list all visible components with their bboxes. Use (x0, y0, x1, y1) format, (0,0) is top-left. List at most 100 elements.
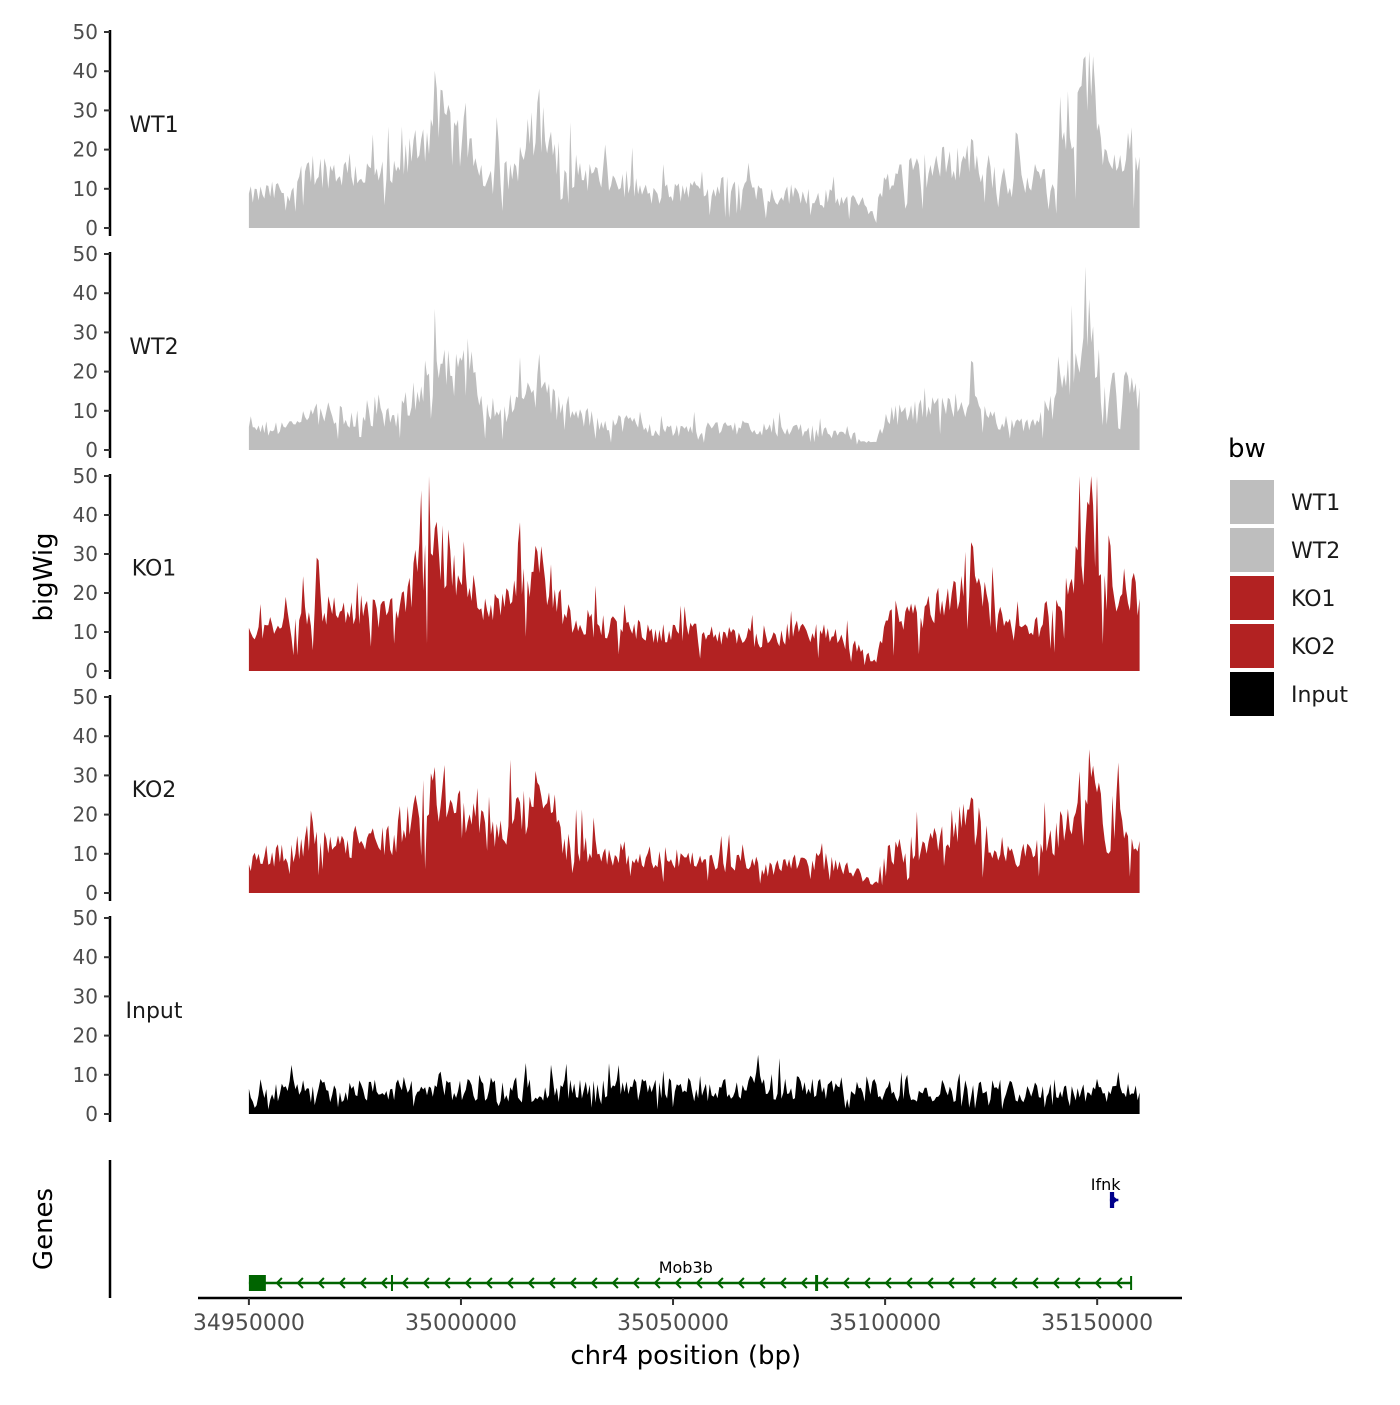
y-tick-label: 50 (73, 906, 98, 930)
coverage-area-WT2 (248, 266, 1140, 450)
track-label-WT1: WT1 (129, 113, 178, 138)
gene-label-Mob3b: Mob3b (659, 1258, 713, 1277)
legend-swatch-WT2 (1230, 528, 1274, 572)
y-tick-label: 10 (73, 620, 98, 644)
strand-arrow-Mob3b (380, 1277, 388, 1289)
strand-arrow-Mob3b (1094, 1277, 1102, 1289)
x-tick-label: 35150000 (1041, 1311, 1153, 1336)
strand-arrow-Mob3b (1073, 1277, 1081, 1289)
legend-swatch-KO1 (1230, 576, 1274, 620)
y-tick-label: 30 (73, 98, 98, 122)
y-tick-label: 20 (73, 803, 98, 827)
x-tick-label: 35050000 (617, 1311, 729, 1336)
strand-arrow-Mob3b (779, 1277, 787, 1289)
strand-arrow-Mob3b (695, 1277, 703, 1289)
strand-arrow-Mob3b (1031, 1277, 1039, 1289)
y-tick-label: 40 (73, 503, 98, 527)
strand-arrow-Mob3b (590, 1277, 598, 1289)
y-tick-label: 30 (73, 763, 98, 787)
y-axis-title: bigWig (29, 532, 59, 621)
strand-arrow-Mob3b (716, 1277, 724, 1289)
strand-arrow-Mob3b (401, 1277, 409, 1289)
y-tick-label: 10 (73, 842, 98, 866)
legend-swatch-WT1 (1230, 480, 1274, 524)
strand-arrow-Mob3b (653, 1277, 661, 1289)
strand-arrow-Mob3b (884, 1277, 892, 1289)
y-tick-label: 0 (85, 1102, 98, 1126)
legend-label-KO2: KO2 (1291, 635, 1336, 660)
strand-arrow-Mob3b (821, 1277, 829, 1289)
strand-arrow-Mob3b (569, 1277, 577, 1289)
legend-label-WT1: WT1 (1291, 491, 1340, 516)
strand-arrow-Mob3b (275, 1277, 283, 1289)
y-tick-label: 30 (73, 320, 98, 344)
strand-arrow-Mob3b (506, 1277, 514, 1289)
gene-exon-Mob3b-2 (815, 1275, 819, 1291)
y-tick-label: 10 (73, 399, 98, 423)
y-tick-label: 50 (73, 685, 98, 709)
strand-arrow-Mob3b (758, 1277, 766, 1289)
strand-arrow-Mob3b (674, 1277, 682, 1289)
strand-arrow-Mob3b (296, 1277, 304, 1289)
strand-arrow-Mob3b (800, 1277, 808, 1289)
y-tick-label: 50 (73, 242, 98, 266)
y-tick-label: 30 (73, 984, 98, 1008)
track-label-KO1: KO1 (132, 557, 177, 582)
legend-swatch-Input (1230, 672, 1274, 716)
coverage-area-Input (248, 1054, 1140, 1114)
strand-arrow-Mob3b (1052, 1277, 1060, 1289)
y-tick-label: 20 (73, 360, 98, 384)
y-tick-label: 0 (85, 659, 98, 683)
y-tick-label: 30 (73, 542, 98, 566)
track-label-KO2: KO2 (132, 778, 177, 803)
legend-title: bw (1228, 434, 1266, 464)
y-tick-label: 0 (85, 216, 98, 240)
genes-axis-title: Genes (29, 1188, 59, 1270)
y-tick-label: 10 (73, 177, 98, 201)
track-label-WT2: WT2 (129, 335, 178, 360)
coverage-area-KO1 (248, 476, 1140, 671)
strand-arrow-Ifnk (1110, 1194, 1118, 1206)
gene-exon-Mob3b-0 (248, 1275, 266, 1291)
strand-arrow-Mob3b (527, 1277, 535, 1289)
strand-arrow-Mob3b (737, 1277, 745, 1289)
strand-arrow-Mob3b (926, 1277, 934, 1289)
y-tick-label: 40 (73, 281, 98, 305)
x-tick-label: 34950000 (193, 1311, 305, 1336)
y-tick-label: 20 (73, 581, 98, 605)
track-label-Input: Input (126, 999, 183, 1024)
strand-arrow-Mob3b (338, 1277, 346, 1289)
y-tick-label: 0 (85, 438, 98, 462)
strand-arrow-Mob3b (485, 1277, 493, 1289)
x-tick-label: 35000000 (405, 1311, 517, 1336)
strand-arrow-Mob3b (611, 1277, 619, 1289)
strand-arrow-Mob3b (317, 1277, 325, 1289)
legend-label-Input: Input (1291, 683, 1348, 708)
strand-arrow-Mob3b (1115, 1277, 1123, 1289)
y-tick-label: 10 (73, 1063, 98, 1087)
coverage-area-WT1 (248, 51, 1140, 228)
legend-label-WT2: WT2 (1291, 539, 1340, 564)
strand-arrow-Mob3b (548, 1277, 556, 1289)
legend-label-KO1: KO1 (1291, 587, 1336, 612)
y-tick-label: 50 (73, 464, 98, 488)
strand-arrow-Mob3b (632, 1277, 640, 1289)
strand-arrow-Mob3b (989, 1277, 997, 1289)
x-axis-title: chr4 position (bp) (570, 1341, 801, 1371)
y-tick-label: 40 (73, 945, 98, 969)
strand-arrow-Mob3b (1010, 1277, 1018, 1289)
legend-swatch-KO2 (1230, 624, 1274, 668)
strand-arrow-Mob3b (863, 1277, 871, 1289)
strand-arrow-Mob3b (968, 1277, 976, 1289)
strand-arrow-Mob3b (359, 1277, 367, 1289)
strand-arrow-Mob3b (842, 1277, 850, 1289)
y-tick-label: 40 (73, 59, 98, 83)
gene-label-Ifnk: Ifnk (1091, 1175, 1121, 1194)
strand-arrow-Mob3b (443, 1277, 451, 1289)
gene-exon-Mob3b-1 (390, 1275, 393, 1291)
strand-arrow-Mob3b (464, 1277, 472, 1289)
coverage-area-KO2 (248, 749, 1140, 893)
y-tick-label: 20 (73, 138, 98, 162)
